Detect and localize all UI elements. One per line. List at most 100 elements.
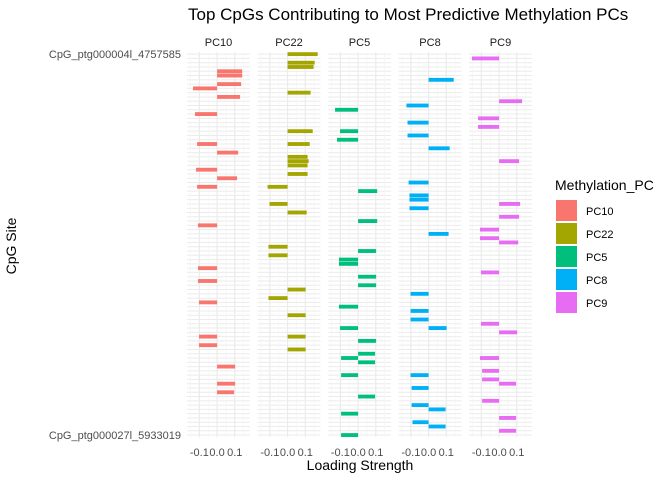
bar-pc5 xyxy=(335,107,359,112)
bar-pc8 xyxy=(408,180,429,185)
bar-pc8 xyxy=(428,146,450,151)
x-axis-title: Loading Strength xyxy=(307,457,414,473)
bar-pc9 xyxy=(482,377,500,382)
bar-pc8 xyxy=(428,407,446,412)
legend-key-pc22 xyxy=(556,223,577,244)
bar-pc22 xyxy=(287,172,308,176)
bar-pc9 xyxy=(482,398,500,403)
legend-label: PC8 xyxy=(586,275,607,287)
bar-pc5 xyxy=(358,249,377,253)
bar-pc9 xyxy=(481,321,500,326)
bar-pc5 xyxy=(358,189,378,194)
bar-pc9 xyxy=(482,368,500,373)
x-tick-label: -0.1 xyxy=(331,447,350,459)
legend-label: PC22 xyxy=(586,229,614,241)
bar-pc5 xyxy=(358,360,376,365)
facet-panel-pc5: -0.1 0.0 0.1 PC5 xyxy=(328,37,391,459)
legend-key-pc5 xyxy=(556,246,577,267)
bar-pc9 xyxy=(479,236,500,241)
bar-pc5 xyxy=(338,261,359,266)
facet-panel-pc22: -0.1 0.0 0.1 PC22 xyxy=(257,37,321,459)
bar-pc10 xyxy=(197,184,218,189)
bar-pc5 xyxy=(358,274,377,279)
bar-pc9 xyxy=(478,116,500,121)
facet-panel-pc8: -0.1 0.0 0.1 PC8 xyxy=(398,37,462,459)
bar-pc10 xyxy=(197,142,218,146)
bar-pc8 xyxy=(410,317,429,322)
bar-pc10 xyxy=(217,73,243,78)
bar-pc9 xyxy=(499,330,518,335)
bar-pc9 xyxy=(499,202,521,206)
x-tick-label: 0.1 xyxy=(368,447,383,459)
bar-pc9 xyxy=(472,56,500,61)
bar-pc10 xyxy=(217,95,241,99)
bar-pc10 xyxy=(217,150,239,155)
facet-panel-pc10: -0.1 0.0 0.1 PC10 xyxy=(187,37,250,459)
bar-pc5 xyxy=(341,356,359,360)
x-tick-label: 0.0 xyxy=(491,447,506,459)
x-tick-label: 0.1 xyxy=(509,447,524,459)
bar-pc8 xyxy=(411,386,429,390)
bar-pc10 xyxy=(194,112,218,116)
y-tick-label: CpG_ptg000027l_5933019 xyxy=(49,430,181,442)
bar-pc5 xyxy=(341,433,359,437)
facet-panel-pc9: -0.1 0.0 0.1 PC9 xyxy=(469,37,532,459)
bar-pc22 xyxy=(287,210,307,215)
bar-pc10 xyxy=(217,82,242,87)
bar-pc8 xyxy=(407,120,429,125)
y-tick-label: CpG_ptg000004l_4757585 xyxy=(49,49,181,61)
bar-pc10 xyxy=(217,364,236,369)
bar-pc10 xyxy=(217,176,238,181)
x-tick-label: 0.0 xyxy=(280,447,295,459)
bar-pc22 xyxy=(287,347,306,352)
bar-pc22 xyxy=(267,184,288,189)
y-axis-labels: CpG_ptg000004l_4757585 CpG_ptg000027l_593… xyxy=(49,49,181,442)
bar-pc9 xyxy=(499,416,517,420)
bar-pc8 xyxy=(409,197,429,202)
bar-pc5 xyxy=(338,304,359,309)
x-tick-label: -0.1 xyxy=(260,447,279,459)
legend: Methylation_PC PC10 PC22 PC5 PC8 PC9 xyxy=(555,177,654,313)
bar-pc22 xyxy=(287,90,311,95)
bar-pc5 xyxy=(358,394,376,399)
bar-pc8 xyxy=(409,193,429,198)
bar-pc5 xyxy=(341,373,359,378)
bar-pc10 xyxy=(197,279,218,283)
bar-pc10 xyxy=(193,86,218,91)
bar-pc8 xyxy=(407,133,429,138)
x-tick-label: 0.0 xyxy=(350,447,365,459)
facet-strip-label: PC22 xyxy=(275,37,303,49)
bar-pc9 xyxy=(479,356,500,360)
bar-pc22 xyxy=(287,159,309,164)
bar-pc10 xyxy=(196,167,218,172)
x-tick-label: 0.1 xyxy=(298,447,313,459)
legend-title: Methylation_PC xyxy=(555,177,654,193)
facet-strip-label: PC5 xyxy=(349,37,370,49)
bar-pc5 xyxy=(337,137,359,142)
bar-pc10 xyxy=(217,69,243,74)
legend-key-pc9 xyxy=(556,292,577,313)
bar-pc9 xyxy=(499,99,523,104)
bar-pc5 xyxy=(338,257,359,262)
legend-label: PC5 xyxy=(586,252,607,264)
bar-pc22 xyxy=(287,65,314,69)
bar-pc8 xyxy=(428,424,446,429)
bar-pc22 xyxy=(287,52,318,57)
bar-pc22 xyxy=(268,296,288,301)
bar-pc8 xyxy=(412,420,429,425)
bar-pc8 xyxy=(428,77,454,82)
x-tick-label: 0.1 xyxy=(439,447,454,459)
bar-pc8 xyxy=(410,373,429,378)
bar-pc8 xyxy=(428,326,447,330)
bar-pc8 xyxy=(428,231,449,236)
legend-label: PC10 xyxy=(586,206,614,218)
bar-pc5 xyxy=(341,411,359,416)
bar-pc9 xyxy=(499,159,520,164)
bar-pc10 xyxy=(197,223,218,228)
chart-title: Top CpGs Contributing to Most Predictive… xyxy=(188,5,628,24)
bar-pc9 xyxy=(481,270,500,275)
bar-pc9 xyxy=(499,428,517,433)
bar-pc10 xyxy=(199,334,218,339)
